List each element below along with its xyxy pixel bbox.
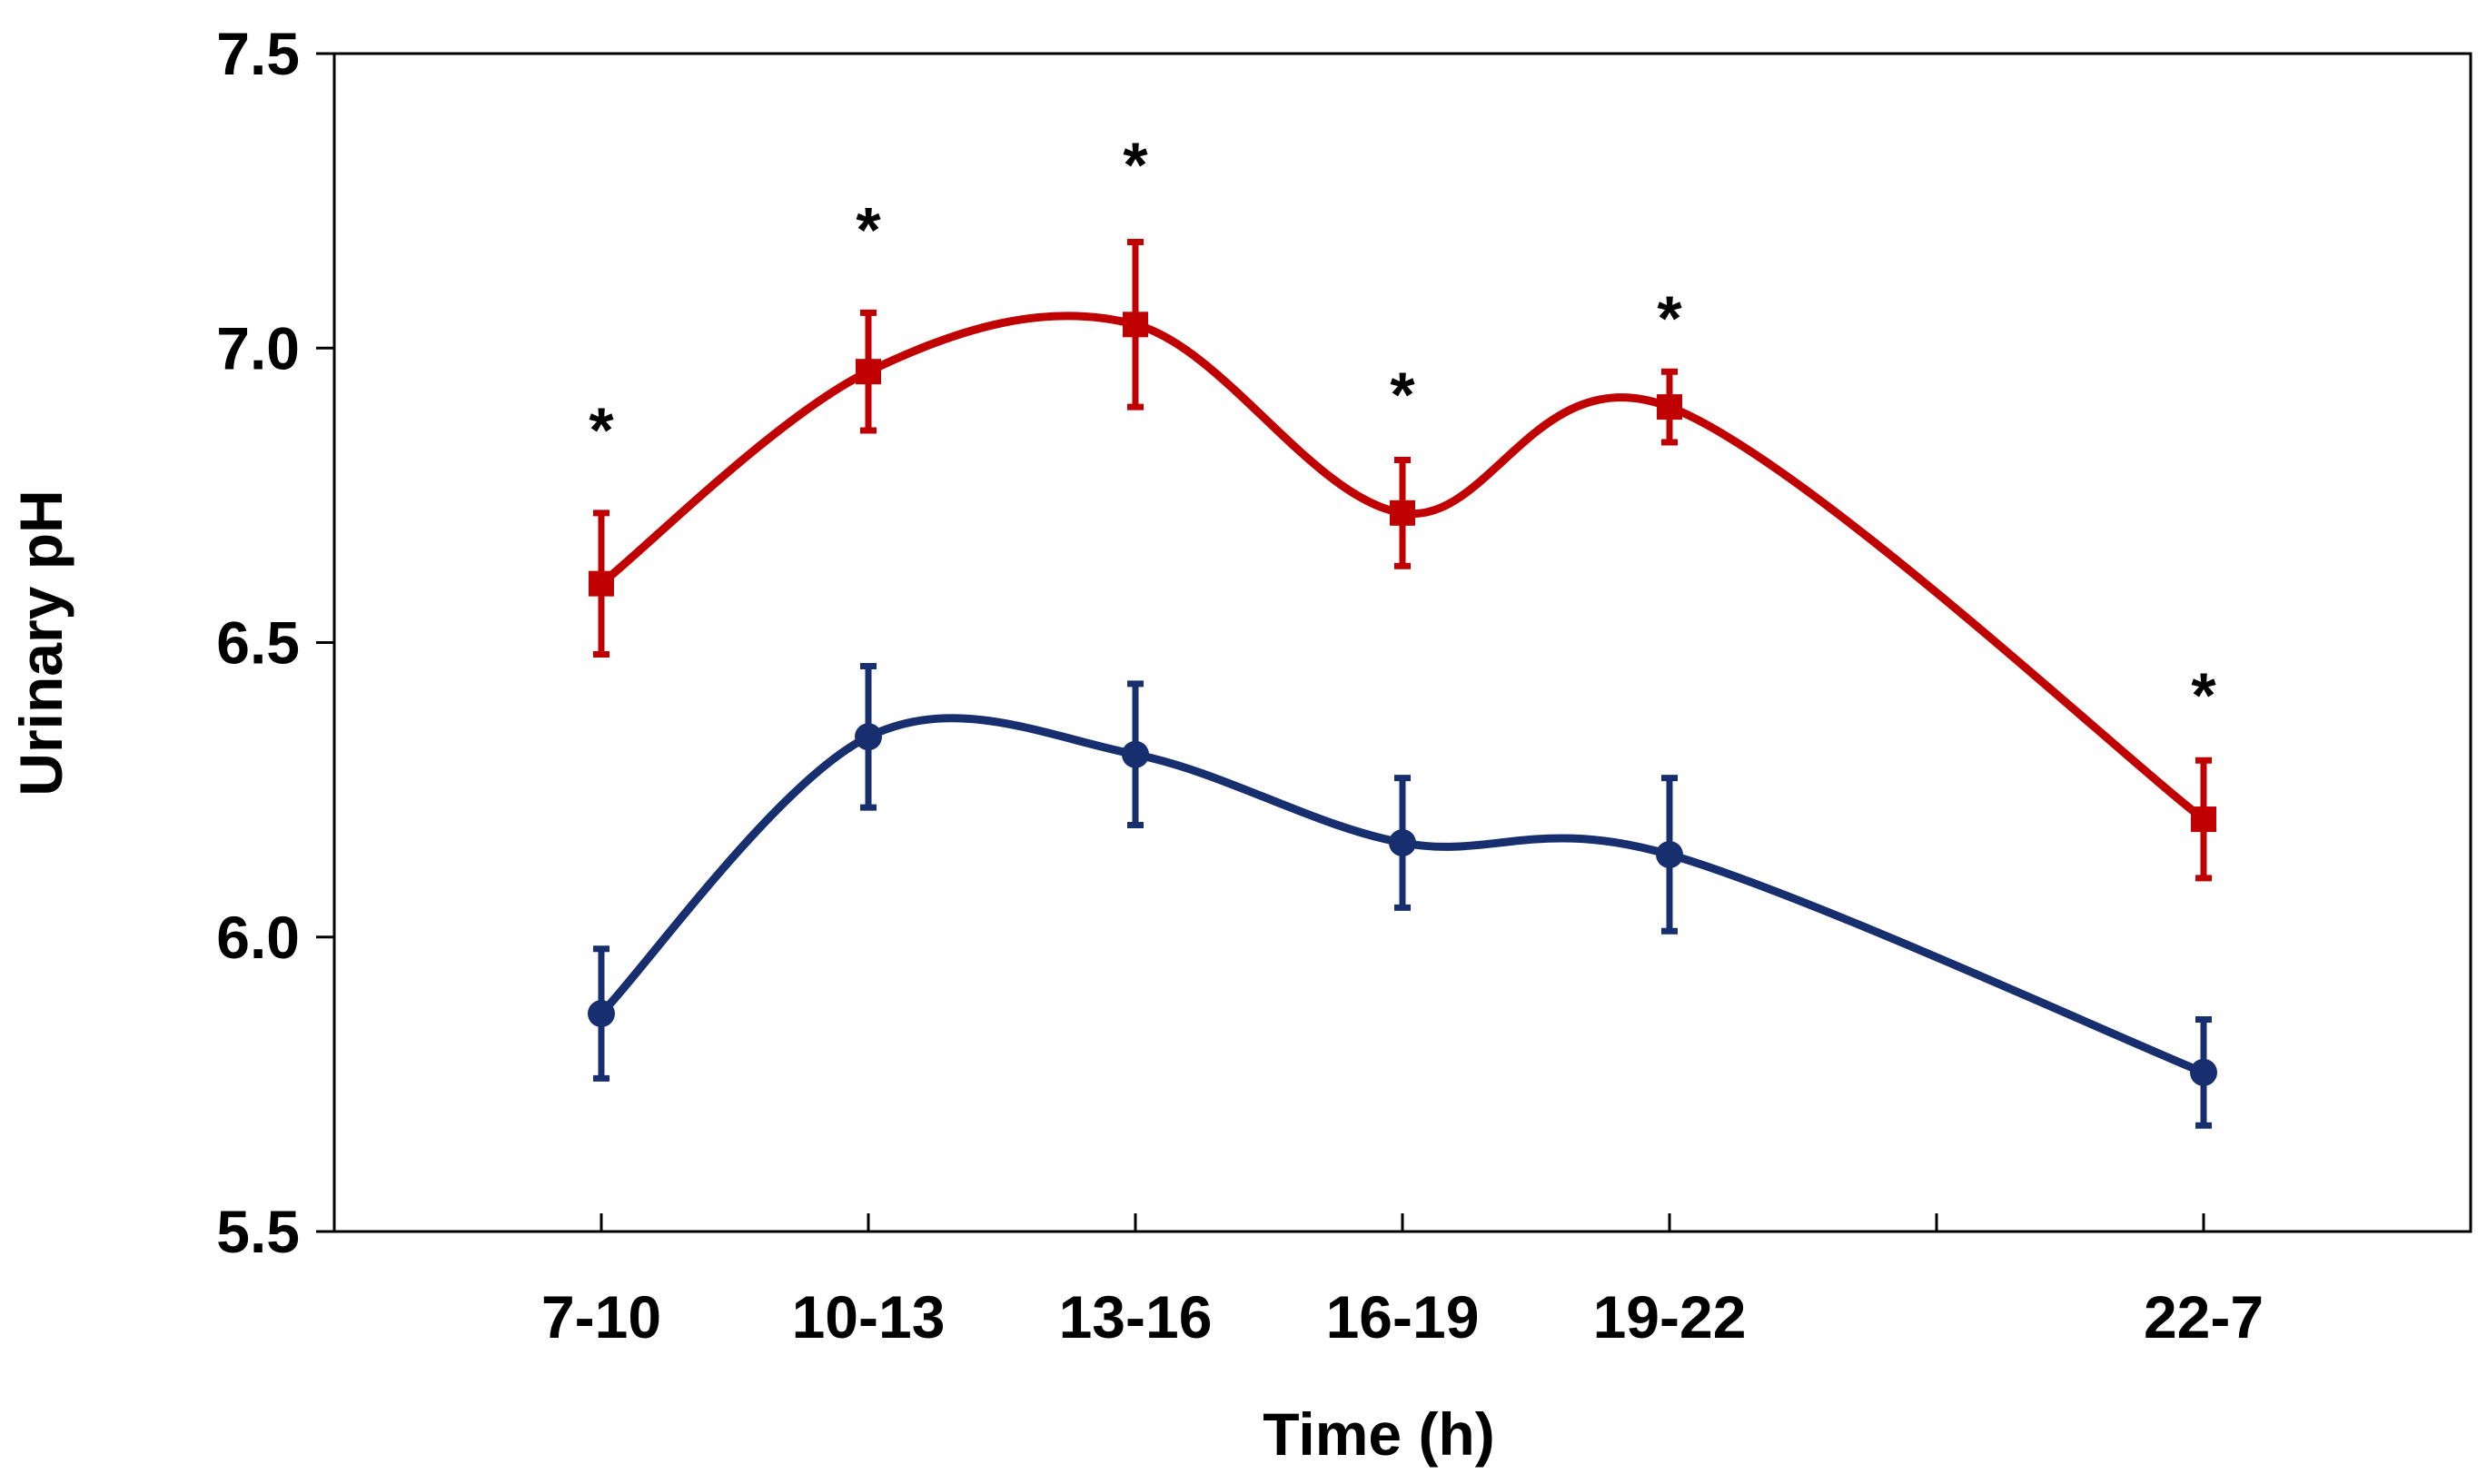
- y-tick-label: 5.5: [216, 1198, 300, 1265]
- significance-asterisk: *: [1657, 282, 1682, 353]
- x-tick-label: 13-16: [1059, 1283, 1213, 1350]
- y-axis-title: Urinary pH: [7, 490, 74, 796]
- significance-asterisk: *: [1123, 130, 1148, 201]
- data-point-square: [1123, 312, 1148, 338]
- x-tick-label: 10-13: [792, 1283, 946, 1350]
- significance-markers: * * * * * *: [589, 130, 2216, 731]
- y-axis-ticks: 5.5 6.0 6.5 7.0 7.5: [216, 20, 334, 1265]
- significance-asterisk: *: [1390, 360, 1415, 430]
- data-point-circle: [1656, 840, 1683, 868]
- y-tick-label: 6.0: [216, 904, 300, 971]
- data-point-circle: [1389, 828, 1416, 856]
- data-point-square: [856, 359, 881, 385]
- data-point-circle: [588, 1000, 615, 1028]
- significance-asterisk: *: [2191, 659, 2216, 730]
- significance-asterisk: *: [589, 395, 614, 466]
- plot-area: [332, 52, 2472, 1233]
- data-point-square: [2191, 806, 2216, 833]
- data-point-square: [589, 570, 614, 597]
- y-tick-label: 7.5: [216, 20, 300, 87]
- significance-asterisk: *: [856, 194, 881, 265]
- x-tick-label: 22-7: [2144, 1283, 2264, 1350]
- series-line: [597, 312, 2208, 824]
- data-point-circle: [2190, 1058, 2217, 1086]
- x-tick-label: 19-22: [1593, 1283, 1747, 1350]
- data-point-circle: [1122, 740, 1149, 768]
- x-tick-label: 7-10: [541, 1283, 661, 1350]
- x-axis-ticks: 7-10 10-13 13-16 16-19 19-22 22-7: [541, 1213, 2264, 1350]
- x-tick-label: 16-19: [1326, 1283, 1480, 1350]
- series-line: [597, 714, 2208, 1077]
- y-tick-label: 7.0: [216, 314, 300, 381]
- data-point-square: [1657, 394, 1682, 420]
- data-point-circle: [855, 723, 882, 751]
- y-tick-label: 6.5: [216, 609, 300, 677]
- x-axis-title: Time (h): [1263, 1400, 1494, 1468]
- series-layer: [588, 239, 2217, 1129]
- data-point-square: [1390, 500, 1415, 526]
